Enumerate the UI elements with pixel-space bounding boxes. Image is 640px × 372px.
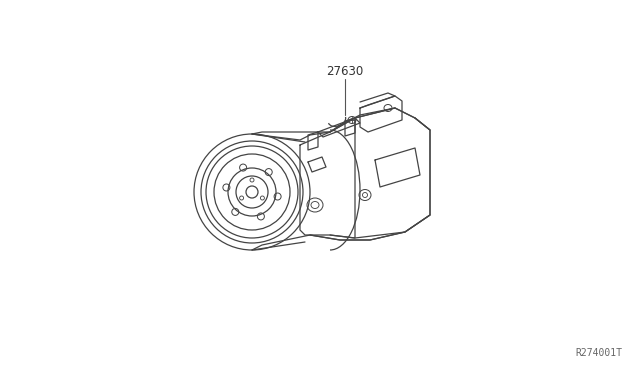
- Text: 27630: 27630: [326, 65, 364, 78]
- Text: R274001T: R274001T: [575, 348, 622, 358]
